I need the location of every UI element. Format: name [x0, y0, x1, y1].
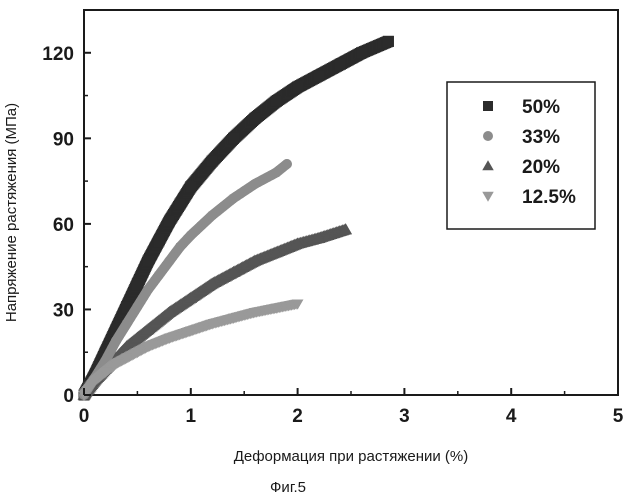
series-layer [77, 35, 394, 401]
data-point [228, 193, 239, 204]
legend-marker-triangle-up-icon [482, 160, 494, 171]
data-point [131, 278, 143, 290]
data-point [185, 230, 196, 241]
data-point [175, 241, 186, 252]
legend: 50% 33% 20% 12.5% [446, 81, 596, 230]
data-point [153, 270, 164, 281]
legend-label: 20% [522, 157, 560, 178]
legend-label: 33% [522, 127, 560, 148]
data-point [120, 353, 133, 364]
data-point [131, 347, 144, 358]
data-point [110, 323, 122, 335]
data-point [270, 95, 282, 107]
legend-marker-square-icon [483, 101, 493, 111]
data-point [164, 255, 175, 266]
figure-caption: Фиг.5 [270, 479, 306, 496]
series-12-5- [78, 299, 304, 401]
data-point [206, 155, 218, 167]
data-point [153, 235, 165, 247]
data-point [291, 237, 304, 249]
x-tick-label: 4 [506, 406, 517, 427]
data-point [382, 35, 394, 47]
y-tick-label: 30 [53, 300, 74, 321]
legend-label: 50% [522, 97, 560, 118]
axes-layer: 0 1 2 3 4 5 0 30 60 90 120 [42, 44, 623, 427]
legend-item: 33% [483, 127, 560, 148]
data-point [121, 301, 133, 313]
data-point [132, 301, 143, 312]
data-point [131, 331, 144, 343]
data-point [205, 277, 219, 289]
data-point [249, 308, 261, 319]
data-point [99, 367, 112, 378]
data-point [142, 255, 154, 267]
data-point [292, 81, 304, 93]
y-tick-label: 120 [42, 44, 74, 65]
data-point [110, 359, 122, 370]
x-tick-label: 1 [186, 406, 197, 427]
legend-label: 12.5% [522, 187, 576, 208]
data-point [174, 198, 186, 210]
data-point [248, 254, 262, 266]
data-point [143, 284, 154, 295]
data-point [163, 333, 176, 344]
y-tick-label: 90 [53, 129, 74, 150]
x-tick-label: 0 [79, 406, 90, 427]
data-point [121, 318, 132, 329]
data-point [185, 326, 197, 337]
data-point [312, 231, 326, 243]
data-point [111, 335, 122, 346]
data-point [88, 376, 101, 387]
x-tick-label: 5 [613, 406, 624, 427]
data-point [356, 47, 368, 59]
data-point [291, 299, 304, 310]
data-point [120, 340, 134, 352]
series-33- [79, 159, 292, 400]
legend-box [446, 81, 596, 230]
legend-item: 20% [482, 157, 560, 178]
data-point [334, 58, 346, 70]
data-point [281, 159, 292, 169]
data-point [227, 313, 240, 324]
data-point [142, 342, 154, 353]
data-point [271, 167, 282, 178]
data-point [339, 223, 352, 235]
legend-marker-triangle-down-icon [482, 191, 494, 202]
data-point [269, 246, 283, 258]
data-point [184, 291, 198, 303]
data-point [227, 266, 240, 278]
y-axis-title: Напряжение растяжения (МПа) [3, 103, 20, 322]
x-tick-label: 3 [399, 406, 410, 427]
x-axis-title: Деформация при растяжении (%) [234, 448, 469, 465]
data-point [207, 210, 218, 221]
data-point [249, 178, 260, 189]
x-tick-label: 2 [292, 406, 303, 427]
data-point [206, 319, 218, 330]
y-tick-label: 60 [53, 215, 74, 236]
legend-item: 50% [483, 97, 560, 118]
data-point [185, 181, 197, 193]
data-point [249, 112, 261, 124]
data-point [313, 70, 325, 82]
data-point [270, 303, 282, 314]
legend-item: 12.5% [482, 187, 576, 208]
data-point [163, 215, 175, 227]
data-point [141, 323, 155, 335]
legend-marker-circle-icon [483, 131, 493, 141]
data-point [163, 305, 176, 317]
data-point [228, 132, 240, 144]
y-tick-label: 0 [63, 386, 74, 407]
